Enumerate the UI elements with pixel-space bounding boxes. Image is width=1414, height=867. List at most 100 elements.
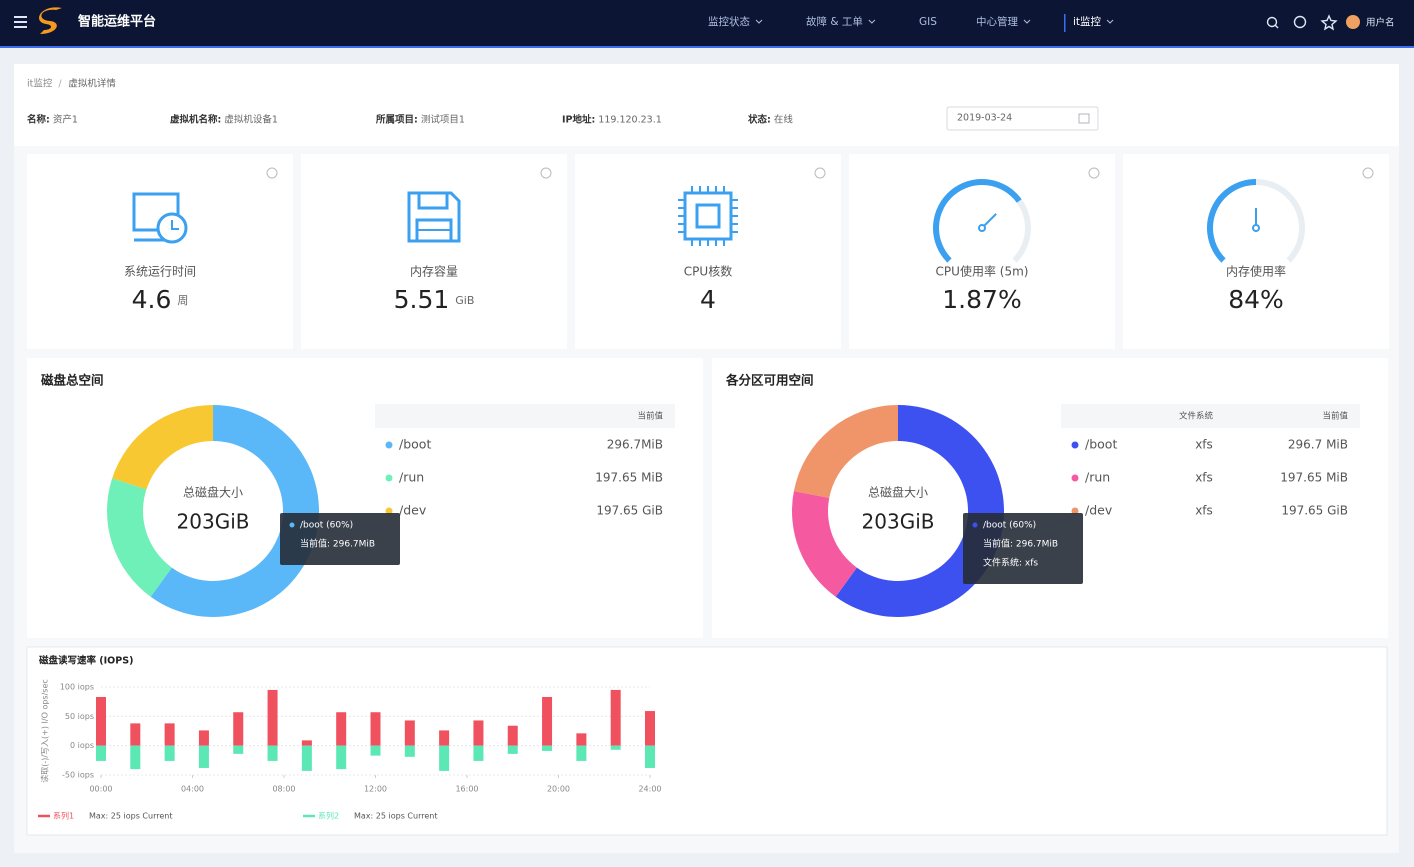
- x-tick-label: 24:00: [638, 785, 661, 794]
- legend-dot: [1071, 474, 1079, 482]
- donut-center-label: 总磁盘大小: [868, 485, 928, 500]
- table-column-header[interactable]: 当前值: [637, 411, 663, 422]
- bar[interactable]: [645, 711, 655, 746]
- table-cell: 296.7MiB: [607, 438, 663, 452]
- bar[interactable]: [610, 745, 621, 750]
- table-cell: 296.7 MiB: [1288, 438, 1348, 452]
- legend-name[interactable]: 系列1: [53, 811, 74, 821]
- bar[interactable]: [507, 745, 518, 754]
- nav-separator: [1064, 14, 1066, 32]
- donut-segment[interactable]: [835, 405, 1004, 617]
- info-icon[interactable]: [1088, 167, 1100, 179]
- bar[interactable]: [233, 745, 244, 754]
- info-label: 虚拟机名称:: [170, 114, 221, 126]
- legend-dot: [385, 507, 393, 515]
- y-tick-label: 0 iops: [70, 741, 94, 750]
- info-icon[interactable]: [266, 167, 278, 179]
- stat-number: 5.51: [394, 285, 450, 314]
- donut-segment[interactable]: [792, 491, 857, 597]
- tooltip-dot: [289, 522, 295, 528]
- bar[interactable]: [267, 745, 278, 761]
- bar[interactable]: [439, 745, 450, 771]
- search-icon[interactable]: [1266, 16, 1278, 28]
- stat-card: [849, 154, 1115, 349]
- stat-number: 1.87%: [942, 285, 1021, 314]
- info-icon[interactable]: [814, 167, 826, 179]
- bar[interactable]: [130, 723, 141, 746]
- y-tick-label: -50 iops: [62, 771, 94, 780]
- bar[interactable]: [301, 745, 312, 771]
- donut-segment[interactable]: [106, 478, 172, 597]
- bar[interactable]: [645, 745, 655, 768]
- bar[interactable]: [439, 730, 450, 746]
- bar[interactable]: [576, 745, 587, 761]
- stat-card: [1123, 154, 1389, 349]
- user-name[interactable]: 用户名: [1366, 17, 1395, 29]
- bar[interactable]: [130, 745, 141, 770]
- stat-unit: GiB: [455, 294, 474, 307]
- bar[interactable]: [473, 720, 484, 746]
- date-picker[interactable]: [946, 106, 1099, 131]
- bar[interactable]: [198, 730, 209, 746]
- menu-icon[interactable]: [14, 16, 27, 28]
- info-icon[interactable]: [1362, 167, 1374, 179]
- bar[interactable]: [164, 723, 175, 746]
- bar[interactable]: [198, 745, 209, 768]
- bar[interactable]: [96, 696, 106, 746]
- bar[interactable]: [164, 745, 175, 761]
- legend-name: /boot: [399, 437, 431, 452]
- table-header: [375, 404, 675, 428]
- stat-value: 4.6 周: [132, 285, 189, 314]
- nav-border: [0, 46, 1414, 48]
- bar[interactable]: [542, 696, 553, 746]
- table-column-header[interactable]: 当前值: [1322, 411, 1348, 422]
- breadcrumb-separator: /: [58, 79, 62, 90]
- donut-center-value: 203GiB: [177, 510, 250, 534]
- stat-icon: [132, 192, 188, 244]
- donut-segment[interactable]: [112, 405, 213, 490]
- card-title: 磁盘总空间: [40, 373, 104, 388]
- legend-dot: [1071, 507, 1079, 515]
- bar[interactable]: [370, 745, 381, 756]
- stat-card: [301, 154, 567, 349]
- legend-name[interactable]: 系列2: [318, 811, 339, 821]
- avatar[interactable]: [1346, 15, 1360, 29]
- nav-menu-item[interactable]: 监控状态: [708, 15, 750, 28]
- date-value[interactable]: 2019-03-24: [957, 113, 1012, 124]
- bar[interactable]: [610, 689, 621, 746]
- message-icon[interactable]: [1293, 15, 1307, 29]
- icon-part: [171, 220, 179, 230]
- info-label: 状态:: [748, 114, 771, 126]
- bar[interactable]: [336, 712, 347, 746]
- bar[interactable]: [473, 745, 484, 761]
- table-cell: 197.65 GiB: [1281, 504, 1348, 518]
- donut-segment[interactable]: [793, 405, 898, 498]
- nav-menu-item[interactable]: 中心管理: [976, 15, 1018, 28]
- y-tick-label: 100 iops: [60, 683, 94, 692]
- stat-icon: [407, 191, 461, 243]
- info-value: 虚拟机设备1: [224, 114, 278, 126]
- legend-name: /boot: [1085, 437, 1117, 452]
- star-icon[interactable]: [1320, 14, 1338, 31]
- bar[interactable]: [404, 745, 415, 757]
- info-card: [14, 64, 1399, 146]
- info-icon[interactable]: [540, 167, 552, 179]
- bar[interactable]: [576, 733, 587, 746]
- bar[interactable]: [301, 740, 312, 746]
- bar[interactable]: [370, 712, 381, 746]
- bar[interactable]: [96, 745, 106, 761]
- nav-menu-item[interactable]: it监控: [1073, 15, 1102, 28]
- bar[interactable]: [507, 725, 518, 746]
- donut-segment[interactable]: [150, 405, 319, 617]
- bar[interactable]: [404, 720, 415, 746]
- table-column-header[interactable]: 文件系统: [1179, 411, 1214, 422]
- bar[interactable]: [267, 689, 278, 746]
- nav-menu-item[interactable]: 故障 & 工单: [806, 15, 863, 28]
- info-label: IP地址:: [562, 114, 595, 126]
- bar[interactable]: [542, 745, 553, 751]
- bar[interactable]: [336, 745, 347, 770]
- icon-part: [132, 192, 180, 232]
- breadcrumb-item[interactable]: it监控: [27, 78, 53, 90]
- bar[interactable]: [233, 712, 244, 746]
- nav-menu-item[interactable]: GIS: [919, 16, 937, 28]
